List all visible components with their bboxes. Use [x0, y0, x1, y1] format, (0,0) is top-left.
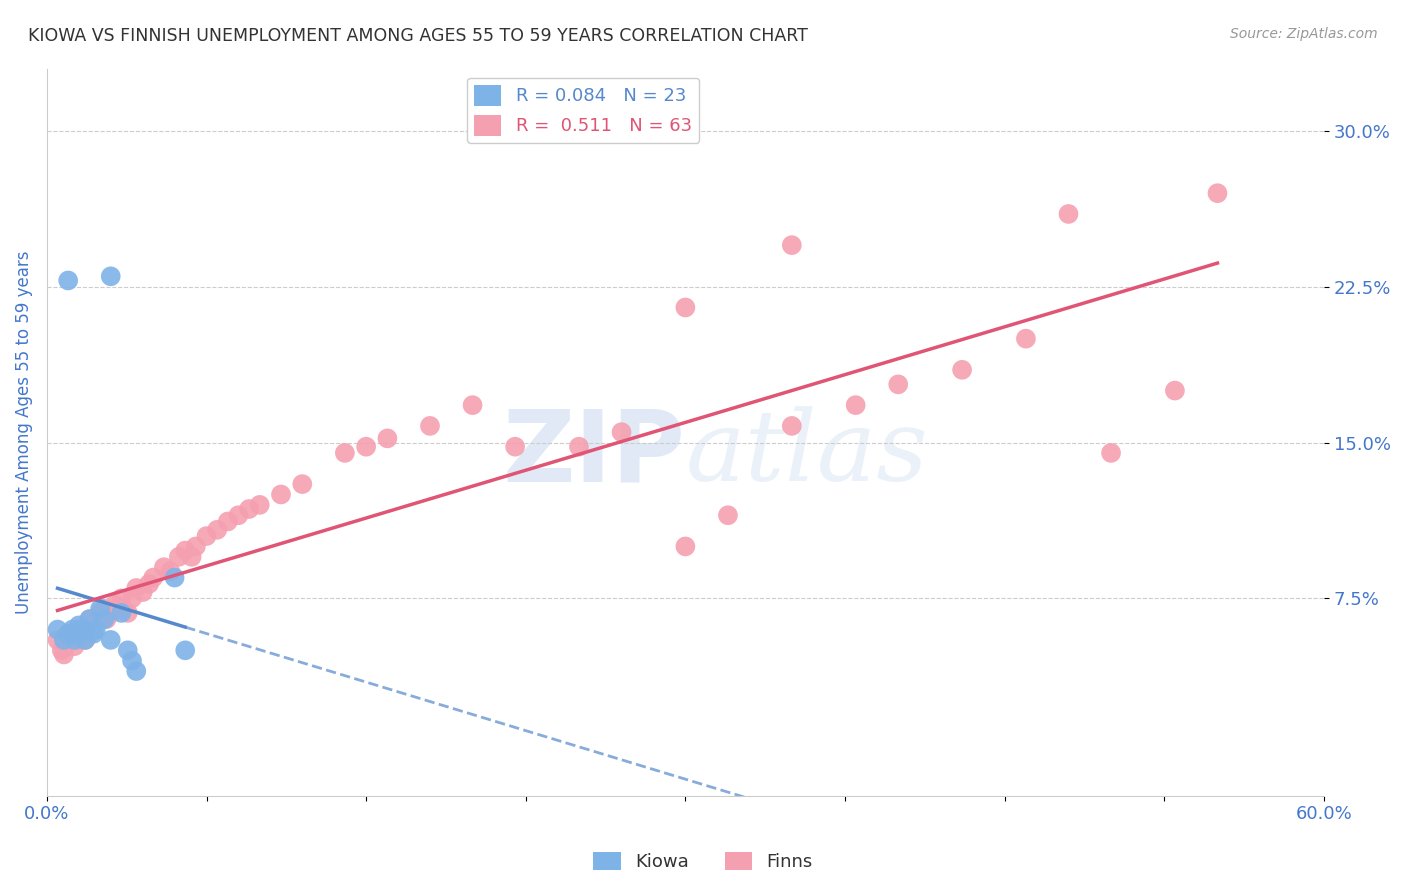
Point [83, 623, 105, 637]
Point [205, 523, 228, 537]
Point [377, 431, 399, 445]
Point [56, 273, 79, 287]
Point [67, 632, 90, 647]
Point [79, 612, 101, 626]
Point [63, 639, 86, 653]
Point [125, 664, 148, 678]
Point [75, 632, 97, 647]
Point [1057, 207, 1080, 221]
Point [270, 487, 292, 501]
Point [72, 623, 94, 637]
Point [217, 515, 239, 529]
Point [79, 626, 101, 640]
Point [138, 577, 160, 591]
Point [142, 571, 165, 585]
Point [167, 549, 190, 564]
Point [673, 540, 696, 554]
Point [180, 549, 202, 564]
Point [1206, 186, 1229, 201]
Point [950, 363, 973, 377]
Point [51, 643, 73, 657]
Point [93, 612, 115, 626]
Point [1015, 332, 1038, 346]
Point [461, 398, 484, 412]
Y-axis label: Unemployment Among Ages 55 to 59 years: Unemployment Among Ages 55 to 59 years [15, 251, 32, 614]
Point [568, 440, 591, 454]
Point [110, 591, 132, 606]
Point [56, 626, 79, 640]
Point [93, 601, 115, 615]
Point [238, 502, 260, 516]
Point [89, 601, 111, 615]
Point [125, 581, 148, 595]
Point [117, 643, 139, 657]
Point [780, 238, 803, 252]
Point [100, 632, 122, 647]
Point [717, 508, 740, 523]
Point [610, 425, 633, 439]
Point [100, 606, 122, 620]
Text: KIOWA VS FINNISH UNEMPLOYMENT AMONG AGES 55 TO 59 YEARS CORRELATION CHART: KIOWA VS FINNISH UNEMPLOYMENT AMONG AGES… [28, 27, 808, 45]
Point [333, 446, 356, 460]
Point [121, 591, 143, 606]
Point [84, 623, 107, 637]
Point [121, 654, 143, 668]
Point [67, 618, 90, 632]
Point [195, 529, 218, 543]
Legend: Kiowa, Finns: Kiowa, Finns [586, 845, 820, 879]
Point [845, 398, 868, 412]
Point [52, 648, 75, 662]
Point [780, 418, 803, 433]
Point [673, 301, 696, 315]
Point [153, 560, 176, 574]
Point [354, 440, 377, 454]
Point [184, 540, 207, 554]
Legend: R = 0.084   N = 23, R =  0.511   N = 63: R = 0.084 N = 23, R = 0.511 N = 63 [467, 78, 699, 143]
Point [79, 612, 101, 626]
Point [159, 565, 181, 579]
Point [75, 632, 97, 647]
Point [174, 543, 197, 558]
Point [89, 606, 111, 620]
Point [419, 418, 441, 433]
Point [96, 612, 118, 626]
Point [56, 626, 79, 640]
Point [163, 571, 186, 585]
Point [46, 623, 69, 637]
Point [174, 643, 197, 657]
Point [84, 616, 107, 631]
Point [228, 508, 250, 523]
Point [62, 623, 84, 637]
Point [249, 498, 271, 512]
Point [110, 606, 132, 620]
Text: ZIP: ZIP [502, 406, 685, 502]
Point [89, 612, 111, 626]
Point [117, 606, 139, 620]
Point [104, 598, 127, 612]
Point [63, 632, 86, 647]
Point [83, 626, 105, 640]
Point [887, 377, 910, 392]
Point [62, 632, 84, 647]
Point [105, 601, 128, 615]
Point [131, 585, 153, 599]
Point [100, 269, 122, 284]
Point [1164, 384, 1187, 398]
Point [503, 440, 526, 454]
Point [52, 632, 75, 647]
Text: Source: ZipAtlas.com: Source: ZipAtlas.com [1230, 27, 1378, 41]
Point [46, 632, 69, 647]
Point [67, 626, 90, 640]
Point [67, 623, 90, 637]
Point [1099, 446, 1122, 460]
Point [291, 477, 314, 491]
Text: atlas: atlas [685, 407, 928, 501]
Point [72, 626, 94, 640]
